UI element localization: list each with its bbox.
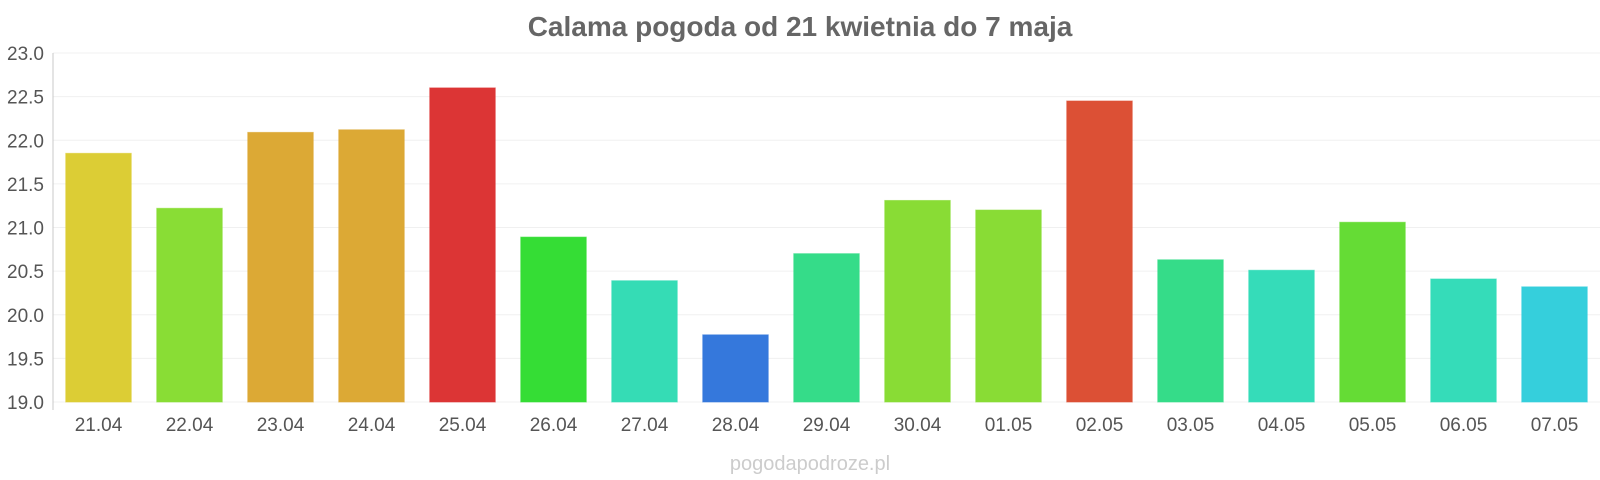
x-tick-label: 26.04	[530, 415, 578, 436]
bar-04.05	[1248, 269, 1315, 403]
bar-24.04	[338, 129, 405, 403]
y-tick-label: 19.0	[7, 393, 44, 414]
x-tick-label: 23.04	[257, 415, 305, 436]
x-tick-label: 05.05	[1349, 415, 1397, 436]
bar-02.05	[1066, 100, 1133, 403]
y-axis-ticks: 19.0 19.5 20.0 20.5 21.0 21.5 22.0 22.5 23.0	[7, 44, 44, 414]
watermark: pogodapodroze.pl	[730, 453, 890, 475]
y-tick-label: 21.0	[7, 219, 44, 240]
bar-23.04	[247, 131, 314, 403]
bar-28.04	[702, 334, 769, 403]
bar-21.04	[65, 152, 132, 403]
x-tick-label: 24.04	[348, 415, 396, 436]
x-tick-label: 03.05	[1167, 415, 1215, 436]
x-tick-label: 04.05	[1258, 415, 1306, 436]
bar-30.04	[884, 199, 951, 403]
x-tick-label: 21.04	[75, 415, 123, 436]
bar-03.05	[1157, 259, 1224, 403]
y-tick-label: 22.5	[7, 88, 44, 109]
y-tick-label: 23.0	[7, 44, 44, 65]
x-tick-label: 01.05	[985, 415, 1033, 436]
bar-06.05	[1430, 278, 1497, 403]
x-tick-label: 30.04	[894, 415, 942, 436]
x-tick-label: 27.04	[621, 415, 669, 436]
y-tick-label: 20.0	[7, 306, 44, 327]
bar-25.04	[429, 87, 496, 403]
x-tick-label: 07.05	[1531, 415, 1579, 436]
x-axis-ticks: 21.04 22.04 23.04 24.04 25.04 26.04 27.04 28.04…	[75, 415, 1579, 436]
y-tick-label: 22.0	[7, 131, 44, 152]
x-tick-label: 06.05	[1440, 415, 1488, 436]
bar-07.05	[1521, 286, 1588, 403]
bar-29.04	[793, 253, 860, 403]
chart-title: Calama pogoda od 21 kwietnia do 7 maja	[528, 11, 1073, 42]
x-tick-label: 28.04	[712, 415, 760, 436]
bar-26.04	[520, 236, 587, 403]
x-tick-label: 02.05	[1076, 415, 1124, 436]
bar-22.04	[156, 207, 223, 403]
bars	[65, 87, 1588, 403]
x-tick-label: 22.04	[166, 415, 214, 436]
y-tick-label: 21.5	[7, 175, 44, 196]
bar-27.04	[611, 280, 678, 403]
x-tick-label: 25.04	[439, 415, 487, 436]
y-tick-label: 19.5	[7, 349, 44, 370]
bar-01.05	[975, 209, 1042, 403]
bar-05.05	[1339, 221, 1406, 403]
x-tick-label: 29.04	[803, 415, 851, 436]
y-tick-label: 20.5	[7, 262, 44, 283]
